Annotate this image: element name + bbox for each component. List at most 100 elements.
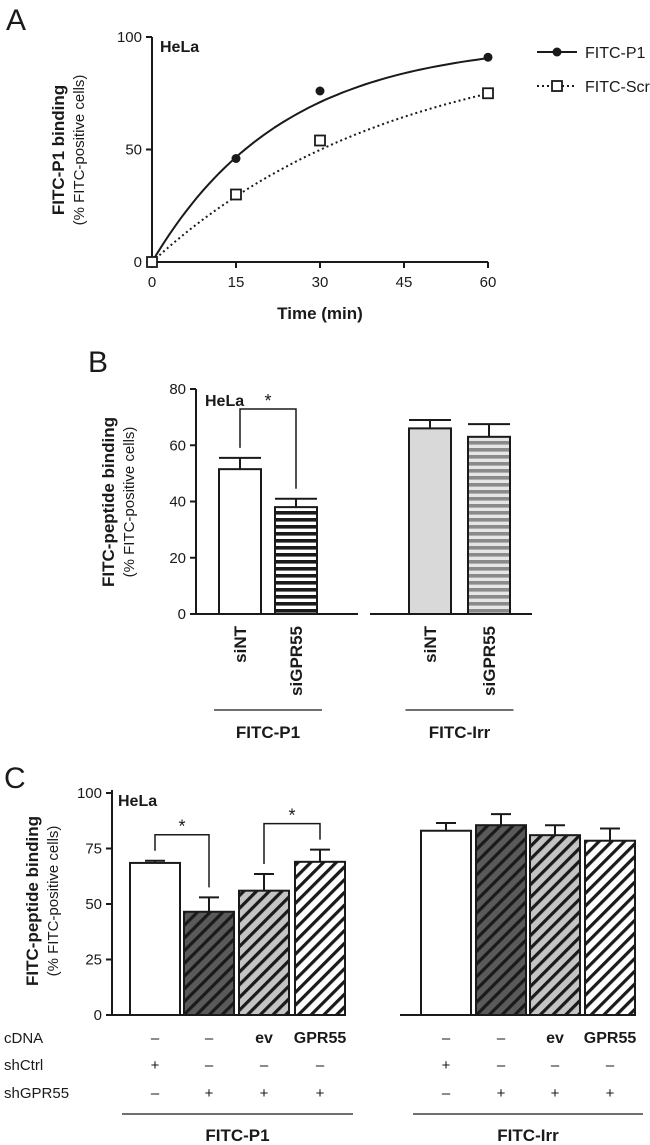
x-tick-label: 45 bbox=[396, 274, 413, 291]
panel-b-y-ticks: 0 20 40 60 80 bbox=[169, 381, 196, 623]
y-tick-label: 100 bbox=[117, 29, 142, 46]
condition-cell: + bbox=[260, 1085, 269, 1102]
x-tick-label: 60 bbox=[480, 274, 497, 291]
panel-b-significance: * bbox=[239, 391, 297, 489]
y-tick-label: 0 bbox=[178, 606, 186, 623]
data-point-fitc-scr bbox=[314, 134, 326, 147]
panel-c-significance: ** bbox=[154, 806, 321, 888]
condition-cell: + bbox=[497, 1085, 506, 1102]
y-tick-label: 60 bbox=[169, 437, 186, 454]
panel-b-cell-label: HeLa bbox=[205, 393, 244, 410]
condition-cell: + bbox=[442, 1057, 451, 1074]
condition-cell: – bbox=[497, 1057, 506, 1074]
legend-label-fitc-scr: FITC-Scr bbox=[585, 79, 650, 96]
fit-line-fitc-scr bbox=[151, 92, 489, 263]
panel-c-bars bbox=[129, 813, 636, 1017]
bar bbox=[129, 861, 181, 1016]
panel-b-letter: B bbox=[88, 346, 108, 379]
panel-a-letter: A bbox=[6, 4, 26, 37]
panel-a-y-ticks: 0 50 100 bbox=[117, 29, 152, 271]
significance-bracket bbox=[263, 822, 321, 865]
panel-a-ylabel: FITC-P1 binding bbox=[49, 85, 68, 215]
y-tick-label: 25 bbox=[85, 952, 102, 969]
x-category-label: siGPR55 bbox=[480, 626, 499, 696]
condition-cell: + bbox=[316, 1085, 325, 1102]
condition-cell: – bbox=[205, 1030, 214, 1047]
x-tick-label: 30 bbox=[312, 274, 329, 291]
condition-cell: GPR55 bbox=[294, 1030, 347, 1047]
x-category-label: siGPR55 bbox=[287, 626, 306, 696]
panel-a-ylabel-sub: (% FITC-positive cells) bbox=[71, 75, 88, 226]
fit-line-fitc-p1 bbox=[151, 57, 489, 263]
panel-c-groups: FITC-P1 FITC-Irr bbox=[122, 1113, 643, 1145]
x-tick-label: 0 bbox=[148, 274, 156, 291]
condition-cell: – bbox=[497, 1030, 506, 1047]
significance-star: * bbox=[264, 391, 271, 411]
y-tick-label: 80 bbox=[169, 381, 186, 398]
data-point-fitc-p1 bbox=[231, 154, 241, 163]
group-label: FITC-Irr bbox=[429, 723, 491, 742]
condition-cell: – bbox=[151, 1085, 160, 1102]
y-tick-label: 20 bbox=[169, 550, 186, 567]
condition-cell: ev bbox=[255, 1030, 273, 1047]
data-point-fitc-scr bbox=[230, 188, 242, 201]
significance-bracket bbox=[154, 833, 210, 888]
significance-bracket bbox=[239, 408, 297, 489]
panel-c-y-ticks: 0 25 50 75 100 bbox=[77, 785, 112, 1024]
condition-cell: – bbox=[151, 1030, 160, 1047]
group-label: FITC-P1 bbox=[205, 1126, 269, 1145]
legend-label-fitc-p1: FITC-P1 bbox=[585, 45, 646, 62]
panel-b-groups: FITC-P1 FITC-Irr bbox=[214, 709, 514, 742]
bar bbox=[467, 435, 511, 615]
condition-row-label: shGPR55 bbox=[4, 1085, 69, 1102]
panel-c-ylabel: FITC-peptide binding bbox=[23, 816, 42, 986]
x-category-label: siNT bbox=[421, 625, 440, 662]
condition-cell: – bbox=[442, 1030, 451, 1047]
panel-b-ylabel: FITC-peptide binding bbox=[99, 417, 118, 587]
condition-cell: + bbox=[151, 1057, 160, 1074]
panel-b-bars bbox=[218, 418, 511, 615]
bar bbox=[183, 910, 235, 1017]
condition-cell: – bbox=[260, 1057, 269, 1074]
condition-cell: GPR55 bbox=[584, 1030, 637, 1047]
panel-a-legend: FITC-P1 FITC-Scr bbox=[537, 45, 650, 96]
legend-marker-fitc-p1 bbox=[552, 47, 562, 57]
condition-cell: + bbox=[606, 1085, 615, 1102]
bar bbox=[274, 506, 318, 615]
panel-a: A FITC-P1 binding (% FITC-positive cells… bbox=[6, 4, 650, 323]
panel-b-x-labels: siNT siGPR55 siNT siGPR55 bbox=[231, 625, 499, 696]
bar bbox=[475, 824, 527, 1016]
condition-cell: – bbox=[606, 1057, 615, 1074]
condition-cell: – bbox=[205, 1057, 214, 1074]
panel-b-ylabel-sub: (% FITC-positive cells) bbox=[121, 427, 138, 578]
condition-row-label: cDNA bbox=[4, 1030, 43, 1047]
bar bbox=[218, 468, 262, 615]
legend-marker-fitc-scr bbox=[551, 80, 563, 92]
panel-a-cell-label: HeLa bbox=[160, 39, 199, 56]
panel-b: B FITC-peptide binding (% FITC-positive … bbox=[88, 346, 532, 742]
data-point-fitc-scr bbox=[146, 256, 158, 268]
condition-cell: + bbox=[551, 1085, 560, 1102]
y-tick-label: 50 bbox=[125, 142, 142, 159]
panel-c-ylabel-sub: (% FITC-positive cells) bbox=[45, 826, 62, 977]
y-tick-label: 75 bbox=[85, 841, 102, 858]
y-tick-label: 0 bbox=[94, 1007, 102, 1024]
y-tick-label: 100 bbox=[77, 785, 102, 802]
panel-c-cell-label: HeLa bbox=[118, 793, 157, 810]
bar bbox=[294, 860, 346, 1016]
group-label: FITC-Irr bbox=[497, 1126, 559, 1145]
panel-c: C FITC-peptide binding (% FITC-positive … bbox=[4, 762, 643, 1145]
bar bbox=[420, 829, 472, 1016]
panel-a-xlabel: Time (min) bbox=[277, 304, 363, 323]
panel-c-condition-table: cDNA – – ev GPR55 – – ev GPR55 shCtrl + – – – + – – – shGP… bbox=[4, 1030, 636, 1102]
y-tick-label: 0 bbox=[134, 254, 142, 271]
significance-star: * bbox=[288, 806, 295, 826]
bar bbox=[529, 834, 581, 1016]
panel-a-series bbox=[146, 52, 494, 268]
panel-c-letter: C bbox=[4, 762, 26, 795]
y-tick-label: 40 bbox=[169, 494, 186, 511]
data-point-fitc-scr bbox=[482, 87, 494, 100]
panel-a-x-ticks: 0 15 30 45 60 bbox=[148, 262, 497, 291]
group-label: FITC-P1 bbox=[236, 723, 300, 742]
